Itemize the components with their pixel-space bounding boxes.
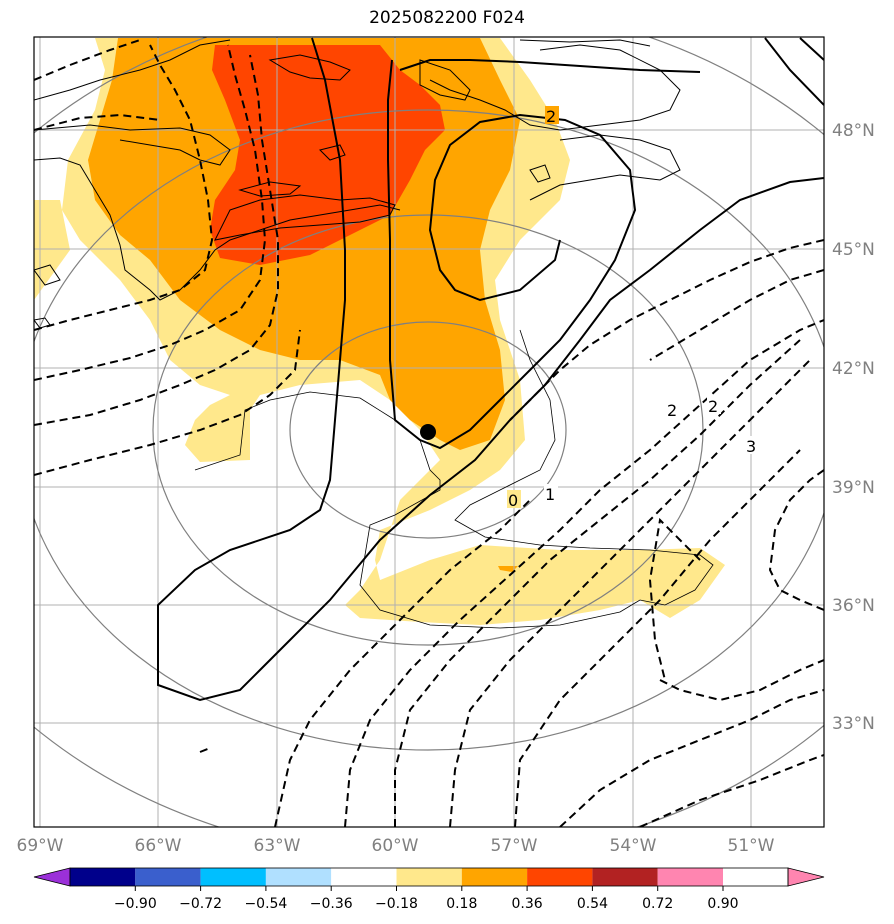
colorbar-extend-min [33, 867, 71, 887]
lat-label: 39°N [832, 478, 875, 498]
colorbar-label: 0.90 [707, 896, 738, 912]
contour-label-2a: 2 [667, 401, 677, 420]
lat-label: 42°N [832, 359, 875, 379]
colorbar-label: −0.54 [244, 896, 287, 912]
lat-label: 36°N [832, 596, 875, 616]
colorbar-label: −0.18 [375, 896, 418, 912]
contour-label-2b: 2 [708, 397, 718, 416]
colorbar: −0.90 −0.72 −0.54 −0.36 −0.18 0.18 0.36 … [33, 867, 825, 912]
lat-label: 33°N [832, 714, 875, 734]
coastline [34, 39, 681, 329]
colorbar-segment [396, 868, 462, 886]
longitude-labels: 69°W 66°W 63°W 60°W 57°W 54°W 51°W [17, 836, 775, 856]
range-rings [34, 37, 824, 827]
plot-frame [33, 36, 825, 828]
lon-label: 69°W [17, 836, 64, 856]
colorbar-label: −0.90 [114, 896, 157, 912]
colorbar-segment [331, 868, 397, 886]
lon-label: 66°W [135, 836, 182, 856]
colorbar-label: −0.36 [310, 896, 353, 912]
shaded-field-red [210, 45, 445, 265]
contour-label-3: 3 [746, 437, 756, 456]
solid-contours [157, 37, 824, 702]
colorbar-label: 0.36 [512, 896, 543, 912]
contour-label-1: 1 [545, 485, 555, 504]
contour-label-0: 0 [508, 491, 518, 510]
colorbar-extend-max [787, 867, 825, 887]
colorbar-segment [200, 868, 266, 886]
colorbar-frame [69, 867, 789, 887]
lon-label: 51°W [728, 836, 775, 856]
lat-label: 48°N [832, 121, 875, 141]
contour-labels: 0 1 2 2 2 3 [507, 106, 759, 510]
lon-label: 54°W [610, 836, 657, 856]
lon-label: 57°W [491, 836, 538, 856]
colorbar-segment [461, 868, 528, 886]
lat-label: 45°N [832, 240, 875, 260]
colorbar-segment [657, 868, 723, 886]
colorbar-segment [135, 868, 201, 886]
colorbar-ticks [134, 886, 724, 891]
contour-label-2c: 2 [546, 107, 556, 126]
colorbar-segment [70, 868, 136, 886]
anomaly-outline [194, 329, 714, 629]
colorbar-label: 0.18 [446, 896, 477, 912]
lon-label: 60°W [372, 836, 419, 856]
dashed-contours [34, 39, 824, 827]
colorbar-segment [265, 868, 332, 886]
colorbar-label: −0.72 [179, 896, 222, 912]
colorbar-segment [527, 868, 593, 886]
colorbar-label: 0.54 [577, 896, 608, 912]
map-title: 2025082200 F024 [369, 8, 525, 28]
colorbar-label: 0.72 [642, 896, 673, 912]
graticule [34, 37, 824, 827]
location-marker [420, 424, 436, 440]
colorbar-segment [592, 868, 658, 886]
latitude-labels: 48°N 45°N 42°N 39°N 36°N 33°N [832, 121, 875, 734]
lon-label: 63°W [254, 836, 301, 856]
